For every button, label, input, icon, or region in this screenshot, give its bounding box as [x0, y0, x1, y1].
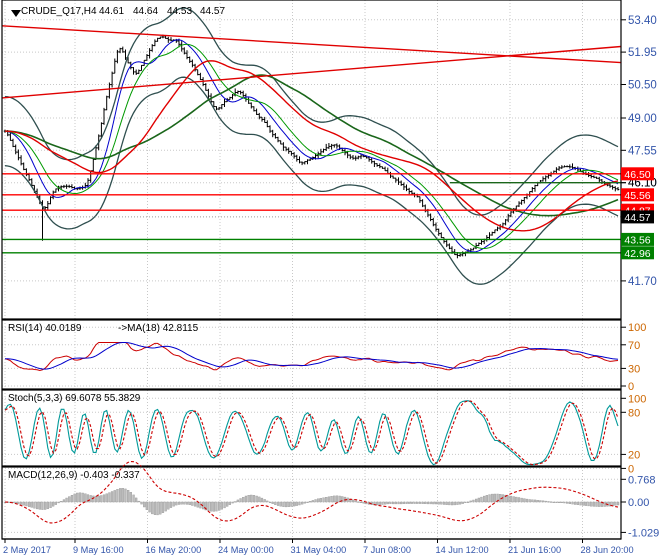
- svg-text:43.56: 43.56: [624, 235, 650, 247]
- svg-text:100: 100: [628, 393, 646, 405]
- svg-text:0.00: 0.00: [628, 497, 649, 509]
- svg-text:CRUDE_Q17,H4: CRUDE_Q17,H4: [21, 6, 97, 17]
- svg-text:100: 100: [628, 322, 646, 334]
- svg-text:51.95: 51.95: [628, 47, 657, 59]
- svg-text:20: 20: [628, 449, 640, 461]
- svg-text:RSI(14) 40.0189: RSI(14) 40.0189: [8, 323, 82, 334]
- svg-text:0: 0: [628, 381, 634, 393]
- svg-text:45.56: 45.56: [624, 190, 650, 202]
- svg-text:53.40: 53.40: [628, 15, 657, 27]
- svg-text:31 May 04:00: 31 May 04:00: [291, 545, 347, 555]
- svg-text:42.96: 42.96: [624, 248, 650, 260]
- svg-text:30: 30: [628, 363, 640, 375]
- svg-text:80: 80: [628, 407, 640, 419]
- svg-text:0.768: 0.768: [628, 474, 656, 486]
- svg-text:2 May 2017: 2 May 2017: [3, 545, 51, 555]
- svg-text:21 Jun 16:00: 21 Jun 16:00: [508, 545, 561, 555]
- svg-text:Stoch(5,3,3) 69.6078 55.3829: Stoch(5,3,3) 69.6078 55.3829: [8, 393, 141, 404]
- svg-text:9 May 16:00: 9 May 16:00: [73, 545, 124, 555]
- svg-text:44.57: 44.57: [624, 212, 650, 224]
- svg-text:16 May 20:00: 16 May 20:00: [146, 545, 202, 555]
- svg-text:44.57: 44.57: [200, 6, 225, 17]
- svg-text:46.50: 46.50: [624, 169, 650, 181]
- svg-text:24 May 00:00: 24 May 00:00: [218, 545, 274, 555]
- svg-text:41.70: 41.70: [628, 276, 657, 288]
- svg-text:MACD(12,26,9) -0.403 -0.337: MACD(12,26,9) -0.403 -0.337: [8, 470, 140, 481]
- svg-text:44.64: 44.64: [133, 6, 158, 17]
- svg-text:44.61: 44.61: [99, 6, 124, 17]
- svg-text:44.53: 44.53: [167, 6, 192, 17]
- svg-text:7 Jun 08:00: 7 Jun 08:00: [363, 545, 411, 555]
- svg-text:70: 70: [628, 340, 640, 352]
- svg-text:-1.029: -1.029: [628, 527, 659, 539]
- svg-text:28 Jun 20:00: 28 Jun 20:00: [581, 545, 634, 555]
- svg-text:47.55: 47.55: [628, 145, 657, 157]
- svg-text:->MA(18) 42.8115: ->MA(18) 42.8115: [118, 323, 199, 334]
- svg-text:14 Jun 12:00: 14 Jun 12:00: [436, 545, 489, 555]
- svg-text:49.00: 49.00: [628, 113, 657, 125]
- svg-text:50.50: 50.50: [628, 80, 657, 92]
